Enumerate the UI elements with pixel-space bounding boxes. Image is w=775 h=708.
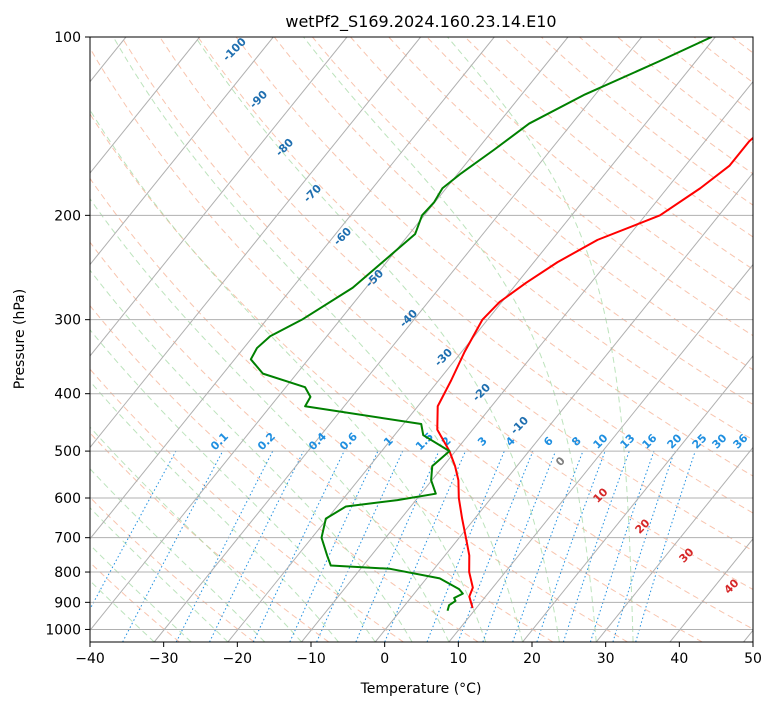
dry-adiabat (90, 47, 753, 630)
y-axis-ticks: 100 200 300 400 500 600 700 800 900 1000 (45, 30, 90, 638)
mixing-ratio-line (635, 450, 696, 642)
x-axis-ticks: −40 −30 −20 −10 0 10 20 30 40 50 (75, 642, 762, 667)
x-tick-label: 40 (670, 651, 688, 667)
y-tick-label: 400 (54, 387, 81, 403)
temperature-profile (436, 136, 753, 609)
moist-adiabat (90, 329, 376, 642)
y-tick-label: 300 (54, 313, 81, 329)
y-tick-label: 1000 (45, 622, 81, 638)
dewpoint-profile (249, 37, 713, 612)
moist-adiabat (90, 544, 192, 642)
moist-adiabat (90, 507, 229, 642)
y-tick-label: 600 (54, 491, 81, 507)
mixing-ratio-line (612, 450, 675, 642)
isotherm-line (522, 355, 753, 642)
dry-adiabat (90, 432, 330, 642)
x-tick-label: 20 (523, 651, 541, 667)
x-tick-label: 10 (449, 651, 467, 667)
y-tick-label: 800 (54, 565, 81, 581)
isotherm-line (90, 37, 348, 357)
dry-adiabat (90, 177, 628, 642)
plot-area: -100-90-80-70-60-50-40-30-20-100.1 0.2 0.4… (90, 37, 753, 642)
y-tick-label: 900 (54, 595, 81, 611)
x-tick-label: −40 (75, 651, 105, 667)
x-tick-label: 0 (380, 651, 389, 667)
x-tick-label: 30 (597, 651, 615, 667)
y-tick-label: 200 (54, 208, 81, 224)
isotherm-line (669, 538, 753, 642)
mixing-ratio-line (122, 450, 224, 642)
mixing-ratio-line (209, 450, 305, 642)
pressure-gridlines (90, 37, 753, 630)
dry-adiabat (350, 37, 753, 371)
chart-title: wetPf2_S169.2024.160.23.14.E10 (285, 12, 556, 32)
isotherm-line (90, 37, 422, 449)
y-tick-label: 100 (54, 30, 81, 46)
sounding-profiles (249, 37, 753, 612)
mixing-ratio-line (316, 450, 404, 642)
mixing-ratio-line (355, 450, 440, 642)
mixing-ratio-line (90, 450, 177, 611)
moist-adiabat (112, 37, 524, 642)
mixing-ratio-line (482, 450, 557, 642)
dry-adiabat (426, 37, 753, 303)
mixing-ratio-line (426, 450, 505, 642)
y-tick-label: 500 (54, 444, 81, 460)
isotherm-line (595, 446, 753, 642)
x-tick-label: −30 (149, 651, 179, 667)
isotherm-line (90, 37, 201, 174)
y-tick-label: 700 (54, 531, 81, 547)
moist-adiabat (303, 37, 597, 642)
y-axis-label: Pressure (hPa) (12, 289, 28, 389)
mixing-ratio-line (562, 450, 630, 642)
mixing-ratio-line (536, 450, 606, 642)
moist-adiabat (90, 580, 155, 642)
isotherm-line (153, 37, 643, 642)
isotherm-line (90, 37, 274, 266)
plot-frame (89, 36, 754, 643)
dry-adiabat (90, 561, 180, 642)
moist-adiabats (90, 37, 634, 642)
moist-adiabat (447, 37, 634, 642)
moist-adiabat (195, 37, 560, 642)
dry-adiabat (90, 304, 479, 642)
isotherm-line (90, 37, 495, 540)
dry-adiabat (197, 37, 753, 514)
isotherm-line (90, 37, 569, 632)
x-axis-label: Temperature (°C) (360, 681, 482, 697)
mixing-ratio-line (457, 450, 534, 642)
mixing-ratio-line (512, 450, 584, 642)
isotherm-line (301, 80, 753, 642)
mixing-ratio-line (589, 450, 655, 642)
moist-adiabat (90, 380, 339, 642)
x-tick-label: −10 (296, 651, 326, 667)
x-tick-label: −20 (223, 651, 253, 667)
x-tick-label: 50 (744, 651, 762, 667)
dry-adiabat (90, 241, 554, 642)
dry-adiabat (121, 37, 753, 591)
isotherm-line (448, 263, 753, 642)
mixing-ratio-line (175, 450, 274, 642)
isotherm-line (374, 172, 753, 642)
dry-adiabat (90, 113, 703, 642)
dry-adiabat (388, 37, 753, 337)
moist-adiabat (90, 468, 266, 642)
